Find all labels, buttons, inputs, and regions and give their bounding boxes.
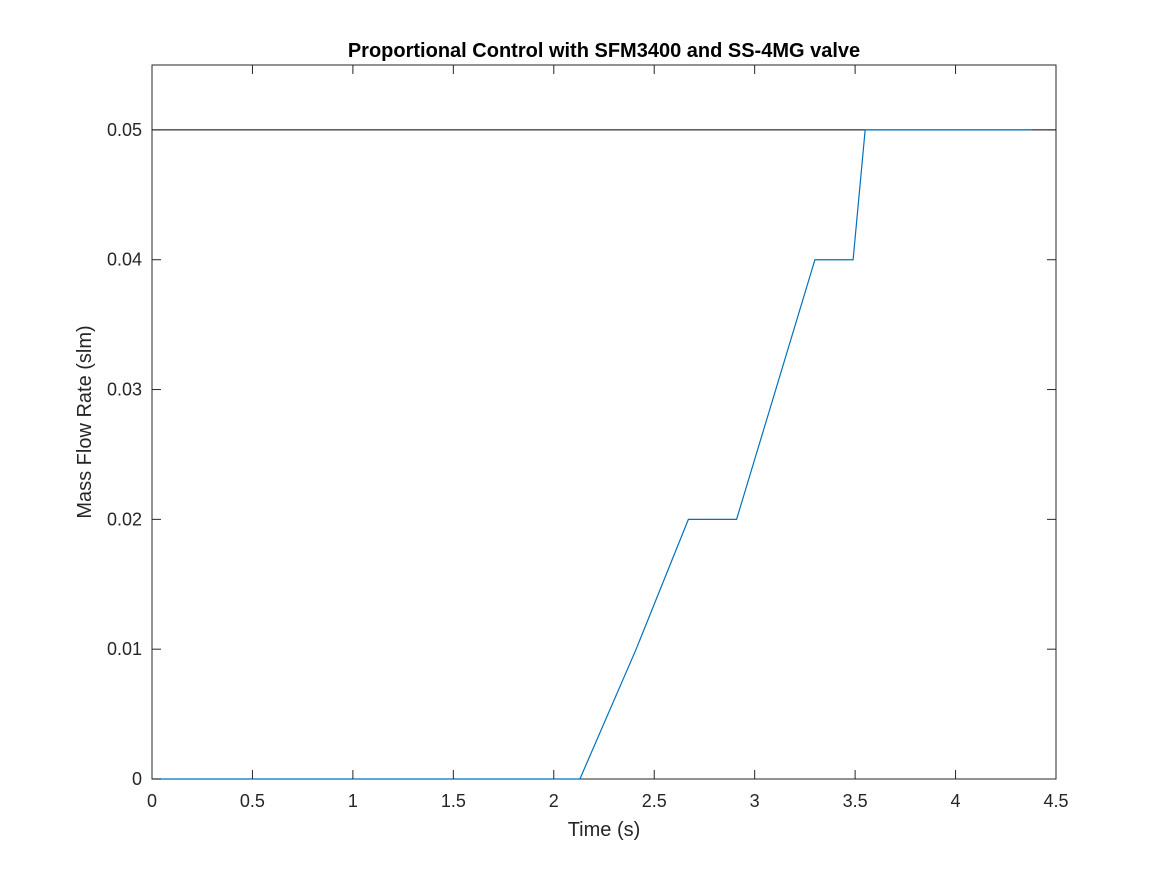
- x-tick-label: 0.5: [240, 791, 265, 811]
- x-tick-label: 1: [348, 791, 358, 811]
- y-tick-label: 0.04: [107, 250, 142, 270]
- x-tick-label: 2.5: [642, 791, 667, 811]
- y-axis-ticks: 0 0.01 0.02 0.03 0.04 0.05: [107, 120, 1056, 789]
- series-line-0: [152, 129, 1032, 780]
- x-tick-label: 4.5: [1043, 791, 1068, 811]
- x-axis-ticks: 0 0.5 1 1.5 2 2.5 3 3.5 4 4.5: [147, 65, 1069, 811]
- y-tick-label: 0.03: [107, 380, 142, 400]
- y-tick-label: 0.02: [107, 509, 142, 529]
- x-tick-label: 2: [549, 791, 559, 811]
- x-tick-label: 4: [951, 791, 961, 811]
- axes-box: [151, 64, 1057, 780]
- x-tick-label: 3.5: [843, 791, 868, 811]
- x-tick-label: 3: [750, 791, 760, 811]
- chart-title: Proportional Control with SFM3400 and SS…: [348, 40, 860, 62]
- x-tick-label: 0: [147, 791, 157, 811]
- y-tick-label: 0.01: [107, 639, 142, 659]
- y-axis-label: Mass Flow Rate (slm): [74, 325, 96, 518]
- x-axis-label: Time (s): [568, 819, 641, 841]
- y-tick-label: 0.05: [107, 120, 142, 140]
- y-tick-label: 0: [132, 769, 142, 789]
- series-layer: [152, 129, 1032, 780]
- x-tick-label: 1.5: [441, 791, 466, 811]
- plot-area: 0 0.5 1 1.5 2 2.5 3 3.5 4 4.5 0 0.01 0.02 0.03 0.04 0.…: [107, 64, 1069, 811]
